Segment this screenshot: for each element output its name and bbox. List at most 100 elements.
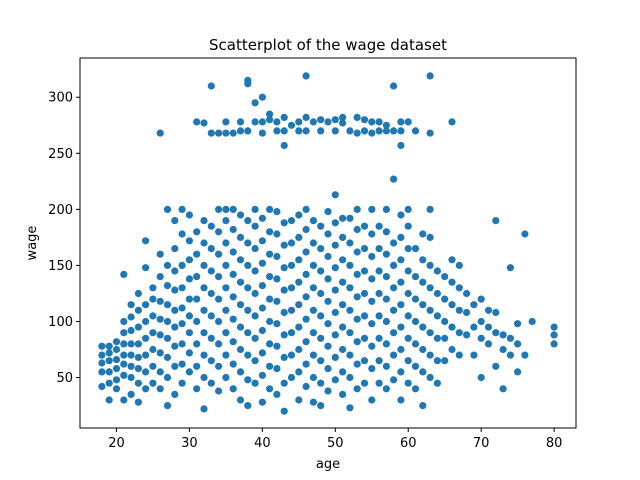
data-point — [236, 278, 245, 286]
data-point — [397, 396, 405, 404]
data-point — [207, 267, 215, 275]
data-point — [411, 362, 420, 370]
data-point — [404, 245, 412, 253]
data-point — [127, 390, 135, 398]
data-point — [134, 306, 142, 314]
data-point — [295, 127, 303, 135]
data-point — [368, 396, 376, 404]
data-point — [163, 334, 172, 342]
y-tick-label: 250 — [48, 147, 73, 162]
data-point — [309, 373, 317, 382]
data-point — [156, 315, 164, 323]
data-point — [185, 211, 193, 219]
data-point — [302, 113, 310, 121]
data-point — [134, 340, 142, 348]
data-point — [112, 365, 121, 373]
data-point — [178, 379, 186, 387]
data-point — [302, 338, 310, 346]
data-point — [207, 82, 215, 90]
data-point — [251, 334, 259, 342]
data-point — [178, 230, 186, 238]
data-point — [229, 293, 237, 301]
data-point — [185, 237, 193, 245]
data-point — [375, 245, 383, 253]
data-point — [448, 256, 456, 264]
data-point — [149, 284, 157, 292]
data-point — [215, 250, 223, 258]
data-point — [419, 368, 427, 376]
data-point — [193, 228, 201, 236]
data-point — [207, 222, 215, 230]
data-point — [302, 225, 310, 234]
data-point — [433, 357, 441, 365]
data-point — [200, 306, 208, 314]
data-point — [251, 99, 259, 107]
data-point — [215, 387, 223, 395]
x-axis: 20 30 40 50 60 70 80 — [108, 428, 562, 451]
data-point — [492, 362, 500, 370]
data-point — [236, 301, 245, 309]
data-point — [163, 301, 172, 309]
data-point — [317, 379, 325, 387]
data-point — [455, 329, 463, 337]
data-point — [390, 376, 398, 384]
data-point — [426, 284, 434, 292]
data-point — [375, 357, 383, 365]
data-point — [229, 225, 237, 234]
data-point — [411, 295, 420, 303]
data-point — [229, 270, 237, 278]
data-point — [229, 248, 237, 256]
data-point — [127, 313, 135, 321]
data-point — [244, 217, 252, 225]
data-point — [353, 315, 361, 323]
data-point — [134, 353, 142, 361]
data-point — [120, 371, 128, 379]
data-point — [455, 261, 463, 269]
data-point — [339, 368, 347, 376]
data-point — [404, 267, 412, 275]
data-point — [448, 118, 456, 126]
data-point — [433, 334, 441, 342]
y-tick-label: 300 — [48, 91, 73, 106]
data-point — [244, 127, 252, 135]
data-point — [142, 334, 150, 342]
data-point — [266, 385, 274, 393]
x-tick-label: 30 — [181, 436, 198, 451]
data-point — [477, 373, 485, 382]
data-point — [229, 385, 237, 393]
data-point — [273, 390, 281, 398]
data-point — [222, 239, 230, 247]
data-point — [477, 295, 485, 303]
x-tick-label: 60 — [400, 436, 417, 451]
data-point — [346, 214, 354, 222]
x-tick-label: 80 — [546, 436, 563, 451]
data-point — [448, 278, 456, 286]
data-point — [528, 317, 536, 326]
data-point — [309, 239, 317, 247]
data-point — [105, 342, 113, 350]
data-point — [302, 293, 310, 301]
data-point — [426, 306, 434, 314]
data-point — [506, 351, 514, 359]
data-point — [280, 141, 288, 150]
data-point — [382, 295, 390, 303]
data-point — [353, 248, 361, 256]
data-point — [324, 118, 332, 126]
data-point — [492, 329, 500, 337]
data-point — [178, 304, 186, 312]
data-point — [236, 211, 245, 219]
data-point — [346, 329, 354, 337]
y-tick-label: 200 — [48, 203, 73, 218]
data-points — [98, 72, 558, 415]
data-point — [163, 402, 172, 410]
data-point — [390, 306, 398, 314]
data-point — [477, 317, 485, 326]
data-point — [477, 334, 485, 342]
data-point — [411, 385, 420, 393]
data-point — [317, 267, 325, 275]
data-point — [207, 245, 215, 253]
data-point — [229, 360, 237, 368]
data-point — [492, 217, 500, 225]
data-point — [149, 312, 157, 320]
data-point — [346, 373, 354, 382]
